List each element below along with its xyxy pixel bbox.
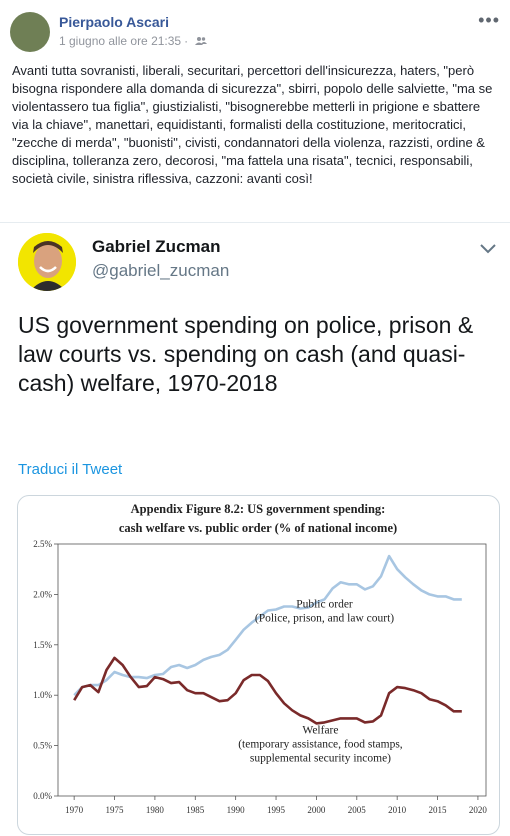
series-annotation-0: Public order: [296, 599, 353, 611]
x-tick-label: 1985: [186, 805, 205, 815]
post-meta: 1 giugno alle ore 21:35 ·: [59, 34, 208, 49]
y-tick-label: 2.5%: [33, 539, 52, 549]
tweet-text: US government spending on police, prison…: [18, 312, 474, 396]
series-annotation-1: Welfare: [302, 725, 338, 737]
meta-separator: ·: [184, 34, 189, 48]
series-annotation-0: (Police, prison, and law court): [255, 613, 394, 625]
y-tick-label: 2.0%: [33, 589, 52, 599]
more-options-icon[interactable]: •••: [478, 10, 500, 30]
chart-title: Appendix Figure 8.2: US government spend…: [131, 502, 386, 516]
x-tick-label: 2010: [388, 805, 407, 815]
tweet-author-name[interactable]: Gabriel Zucman: [92, 237, 221, 256]
friends-audience-icon[interactable]: [195, 35, 208, 49]
x-tick-label: 2000: [307, 805, 326, 815]
x-tick-label: 2020: [469, 805, 488, 815]
y-tick-label: 1.5%: [33, 640, 52, 650]
tweet-author-avatar[interactable]: [18, 233, 76, 291]
tweet-author-handle[interactable]: @gabriel_zucman: [92, 261, 230, 280]
line-chart: Appendix Figure 8.2: US government spend…: [33, 502, 487, 815]
chart-annotations: Public order (Police, prison, and law cou…: [238, 599, 403, 765]
author-avatar[interactable]: [10, 12, 50, 52]
y-tick-label: 1.0%: [33, 690, 52, 700]
x-tick-label: 1970: [65, 805, 84, 815]
translate-tweet-link[interactable]: Traduci il Tweet: [18, 461, 123, 478]
embedded-tweet[interactable]: Gabriel Zucman @gabriel_zucman US govern…: [0, 222, 510, 836]
x-tick-label: 1980: [146, 805, 165, 815]
series-line-welfare: [73, 656, 462, 725]
series-line-public-order: [73, 554, 462, 697]
x-tick-label: 2015: [429, 805, 448, 815]
x-tick-label: 1975: [106, 805, 125, 815]
y-tick-label: 0.0%: [33, 791, 52, 801]
x-tick-label: 1995: [267, 805, 286, 815]
chart-axes: 0.0% 0.5% 1.0% 1.5% 2.0% 2.5% 1970 1975 1980 1985…: [33, 539, 487, 815]
chart-subtitle: cash welfare vs. public order (% of nati…: [119, 521, 397, 535]
chart-series: [73, 554, 462, 725]
x-tick-label: 2005: [348, 805, 367, 815]
x-tick-label: 1990: [227, 805, 246, 815]
y-tick-label: 0.5%: [33, 741, 52, 751]
plot-frame: [57, 543, 487, 797]
series-annotation-1: supplemental security income): [250, 753, 391, 765]
tweet-image-chart[interactable]: Appendix Figure 8.2: US government spend…: [17, 495, 500, 835]
series-annotation-1: (temporary assistance, food stamps,: [238, 739, 403, 751]
author-name[interactable]: Pierpaolo Ascari: [59, 14, 169, 30]
post-header: Pierpaolo Ascari 1 giugno alle ore 21:35…: [10, 10, 500, 52]
chevron-down-icon[interactable]: [480, 241, 496, 259]
post-text: Avanti tutta sovranisti, liberali, secur…: [12, 63, 493, 186]
post-date[interactable]: 1 giugno alle ore 21:35: [59, 34, 182, 48]
